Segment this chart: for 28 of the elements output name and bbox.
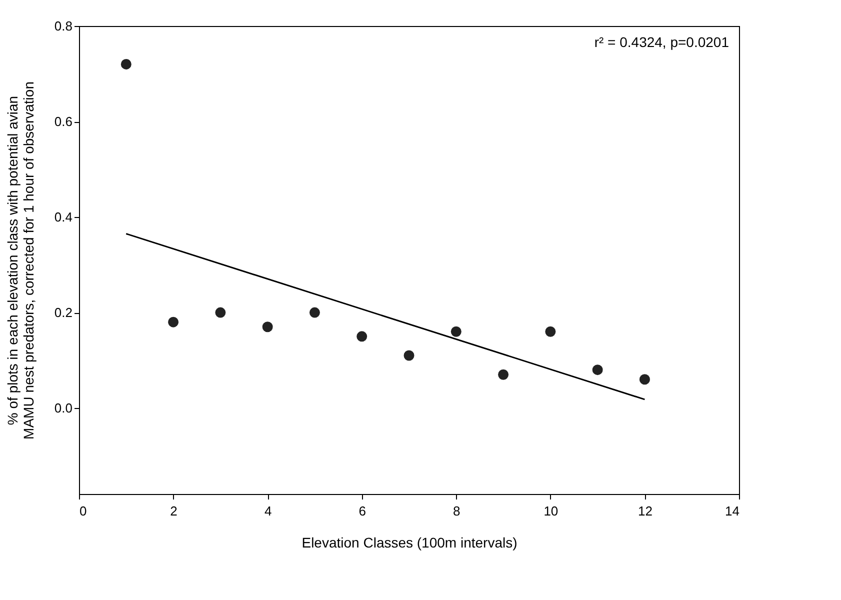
point — [168, 316, 179, 328]
y-axis-title: % of plots in each elevation class with potential avian MAMU nest predators, corrected for 1 hour of observation — [4, 82, 36, 440]
point — [262, 322, 273, 332]
point — [356, 331, 368, 342]
x-tick-label: 14 — [725, 504, 740, 518]
annotation: r² = 0.4324, p=0.0201 — [594, 34, 730, 50]
x-tick-label: 8 — [453, 504, 460, 518]
point — [592, 364, 603, 376]
point — [545, 326, 556, 337]
point — [404, 350, 414, 361]
y-tick-label: 0.4 — [54, 210, 72, 225]
y-tick-label: 0.6 — [54, 114, 72, 130]
point — [120, 58, 132, 70]
x-axis-title: Elevation Classes (100m intervals) — [302, 534, 518, 550]
y-tick-label: 0.2 — [54, 305, 72, 320]
point — [215, 307, 226, 318]
y-tick-label: 0.0 — [54, 400, 72, 416]
x-tick-label: 2 — [170, 504, 178, 518]
point — [639, 374, 650, 385]
x-tick-label: 4 — [264, 504, 272, 518]
point — [450, 326, 462, 337]
x-tick-label: 0 — [80, 504, 87, 518]
x-tick-label: 6 — [358, 504, 366, 518]
y-tick-label: 0.8 — [54, 18, 72, 34]
x-tick-label: 12 — [638, 504, 652, 518]
point — [498, 369, 509, 380]
x-tick-label: 10 — [544, 504, 558, 518]
point — [309, 307, 320, 318]
